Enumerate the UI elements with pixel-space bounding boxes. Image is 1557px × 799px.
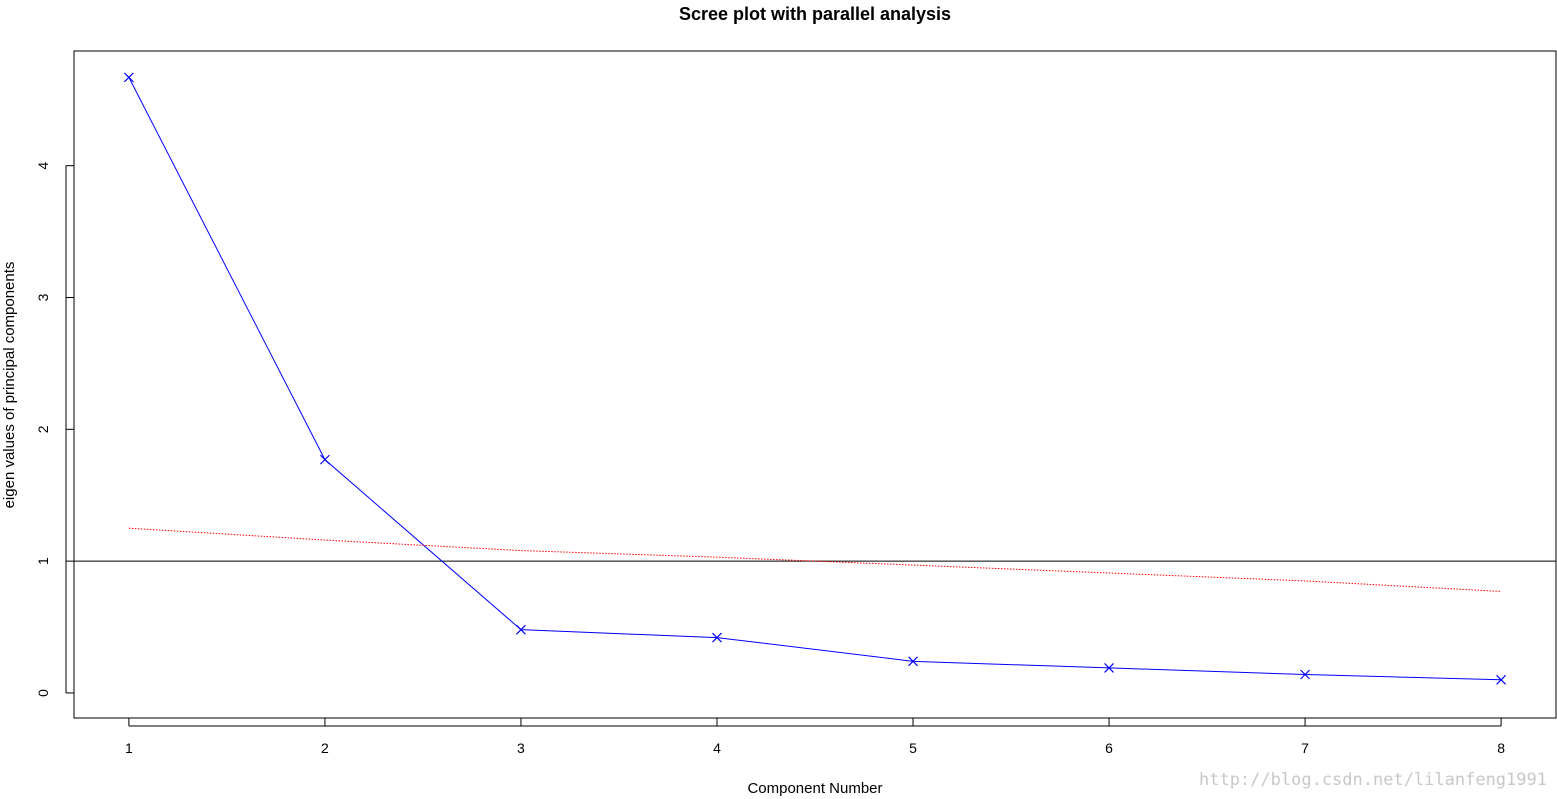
y-tick-label: 3 [35,293,51,301]
x-tick-label: 2 [321,740,329,756]
x-tick-label: 3 [517,740,525,756]
y-axis-label: eigen values of principal components [1,262,18,509]
y-tick-label: 4 [35,162,51,170]
data-point [1104,662,1114,673]
plot-frame [73,50,1557,719]
chart-title: Scree plot with parallel analysis [679,4,951,24]
y-axis: 0 1 2 3 4 [35,162,74,697]
series-line-2 [128,527,1502,592]
x-axis-label: Component Number [747,780,882,797]
x-axis: 1 2 3 4 5 6 7 8 [125,718,1505,756]
y-tick-label: 2 [35,425,51,433]
y-tick-label: 1 [35,557,51,565]
x-tick-label: 6 [1105,740,1113,756]
data-point [1300,669,1311,680]
y-tick-label: 0 [35,689,51,697]
x-tick-label: 8 [1497,740,1505,756]
x-tick-label: 1 [125,740,133,756]
series-layer [123,72,1507,685]
series-line-1 [128,77,1502,681]
data-point [516,624,526,635]
x-tick-label: 7 [1301,740,1309,756]
x-tick-label: 4 [713,740,721,756]
data-point [712,632,722,643]
data-point [908,656,918,667]
watermark: http://blog.csdn.net/lilanfeng1991 [1199,770,1547,790]
data-point [123,72,134,83]
data-point [1496,674,1507,685]
x-tick-label: 5 [909,740,917,756]
data-point [319,454,330,465]
